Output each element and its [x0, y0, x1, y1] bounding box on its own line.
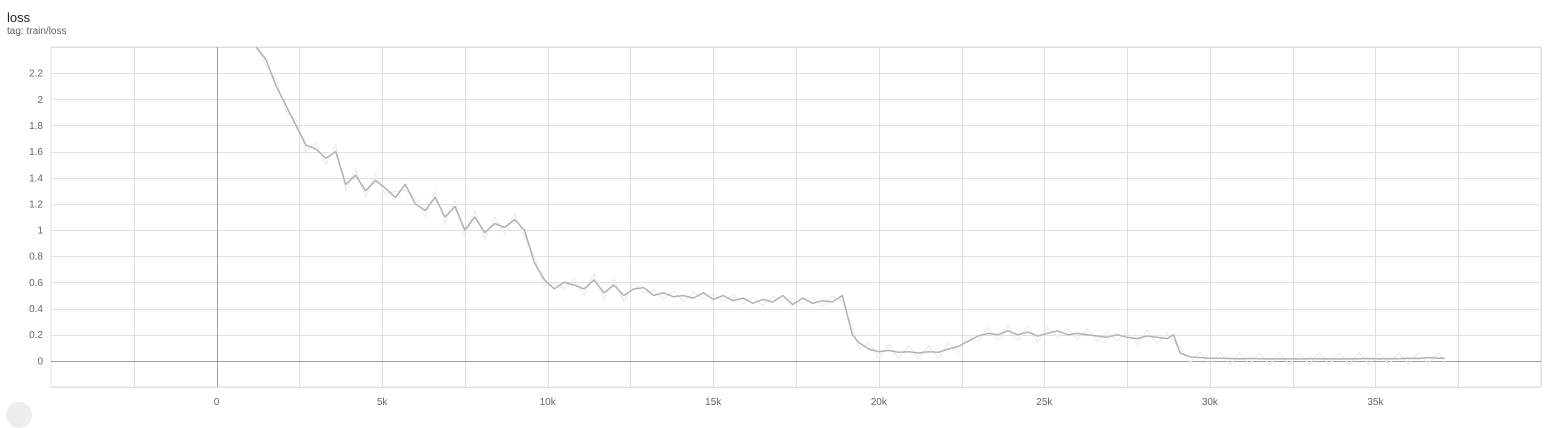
x-tick-label: 0 [214, 397, 220, 408]
x-tick-label: 5k [377, 397, 389, 408]
y-tick-label: 0.4 [29, 304, 43, 315]
series-line[interactable] [255, 46, 1446, 360]
y-tick-label: 1 [37, 226, 43, 237]
x-tick-label: 10k [540, 397, 557, 408]
x-tick-label: 25k [1036, 397, 1053, 408]
y-tick-label: 2 [37, 95, 43, 106]
y-tick-label: 0.6 [29, 278, 43, 289]
grid-layer [50, 46, 1542, 388]
fit-domain-button[interactable] [6, 402, 32, 428]
y-tick-label: 0 [37, 356, 43, 367]
y-tick-label: 0.2 [29, 330, 43, 341]
x-tick-label: 30k [1202, 397, 1219, 408]
chart-tag: tag: train/loss [7, 26, 67, 37]
chart-header: loss tag: train/loss [7, 11, 66, 38]
loss-chart[interactable]: 0 0.2 0.4 0.6 0.8 1 1.2 1.4 1.6 1.8 2 2.2 0 5k 10k 15k 2… [0, 0, 1551, 412]
x-tick-label: 35k [1367, 397, 1384, 408]
y-tick-label: 1.4 [29, 173, 43, 184]
y-tick-label: 0.8 [29, 252, 43, 263]
chart-title: loss [7, 10, 31, 25]
y-tick-label: 1.6 [29, 147, 43, 158]
x-tick-label: 20k [871, 397, 888, 408]
tick-labels: 0 0.2 0.4 0.6 0.8 1 1.2 1.4 1.6 1.8 2 2.2 0 5k 10k 15k 2… [29, 69, 1384, 408]
x-tick-label: 15k [705, 397, 722, 408]
y-tick-label: 2.2 [29, 69, 43, 80]
series-raw-line [255, 46, 1446, 366]
y-tick-label: 1.8 [29, 121, 43, 132]
series-layer [255, 46, 1446, 366]
y-tick-label: 1.2 [29, 199, 43, 210]
